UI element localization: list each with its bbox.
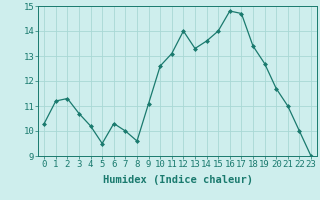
X-axis label: Humidex (Indice chaleur): Humidex (Indice chaleur) (103, 175, 252, 185)
